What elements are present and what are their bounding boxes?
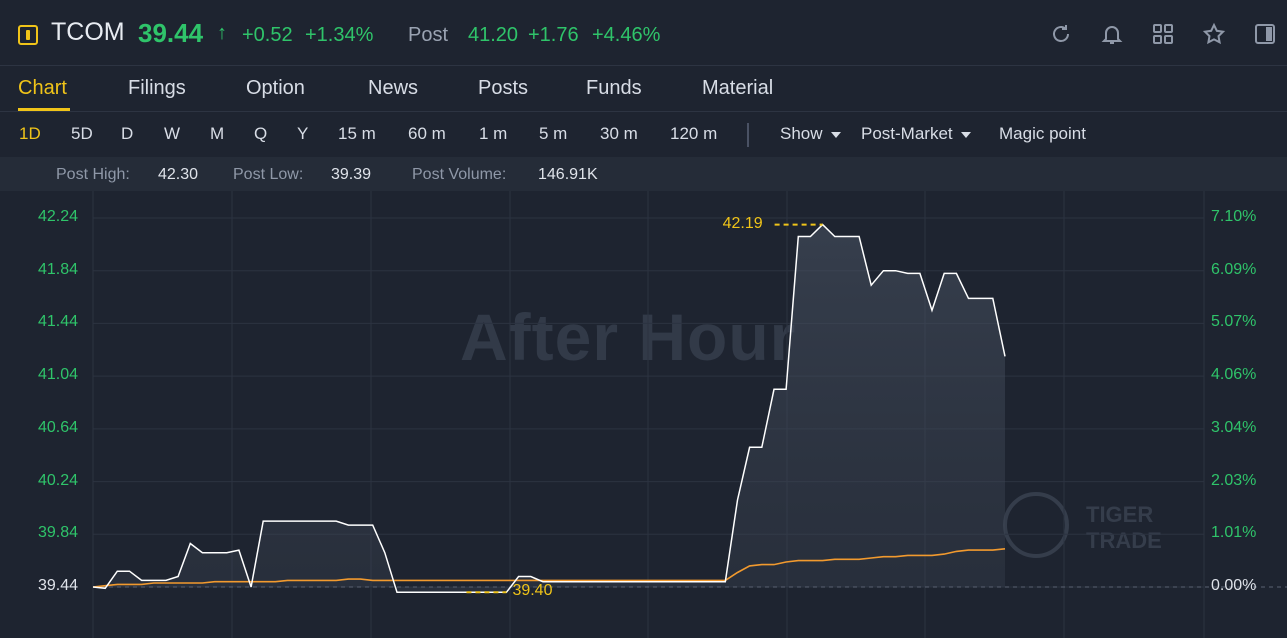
post-low-label: Post Low:: [233, 166, 304, 183]
y-axis-left-tick: 41.44: [38, 313, 79, 331]
period-5d[interactable]: 5D: [71, 124, 93, 143]
tab-material[interactable]: Material: [702, 77, 774, 99]
y-axis-left-tick: 40.64: [38, 418, 79, 436]
tab-news[interactable]: News: [368, 77, 419, 99]
period-y[interactable]: Y: [297, 124, 309, 143]
post-price: 41.20: [468, 24, 519, 46]
chevron-down-icon: [960, 131, 971, 138]
price-line: [92, 223, 1006, 594]
y-axis-right-tick: 3.04%: [1211, 418, 1257, 436]
y-axis-left-tick: 39.84: [38, 524, 79, 542]
price-change-pct: +1.34%: [305, 24, 374, 46]
post-label: Post: [408, 24, 449, 46]
period-30m[interactable]: 30 m: [600, 124, 638, 143]
period-5m[interactable]: 5 m: [539, 124, 568, 143]
post-volume-label: Post Volume:: [412, 166, 507, 183]
period-60m[interactable]: 60 m: [408, 124, 446, 143]
grid-icon[interactable]: [1151, 22, 1175, 46]
show-dropdown[interactable]: Show: [780, 124, 841, 144]
session-dropdown[interactable]: Post-Market: [861, 124, 971, 144]
panel-toggle-icon[interactable]: [1253, 22, 1277, 46]
brand-line-2: TRADE: [1086, 528, 1162, 553]
y-axis-right-tick: 7.10%: [1211, 208, 1257, 225]
intraday-chart[interactable]: After Hour TIGER TRADE 42.19 39.40 42.24…: [0, 191, 1287, 638]
ticker-symbol: TCOM: [51, 18, 125, 46]
period-15m[interactable]: 15 m: [338, 124, 376, 143]
y-axis-right-tick: 2.03%: [1211, 471, 1257, 489]
brand-line-1: TIGER: [1086, 502, 1154, 527]
post-change: +1.76: [528, 24, 579, 46]
post-market-stats: Post High: 42.30 Post Low: 39.39 Post Vo…: [0, 157, 1287, 191]
period-w[interactable]: W: [164, 124, 181, 143]
post-high-label: Post High:: [56, 166, 130, 183]
period-1d[interactable]: 1D: [19, 124, 41, 143]
chart-canvas: [92, 191, 1287, 638]
y-axis-right-tick: 5.07%: [1211, 313, 1257, 331]
toolbar-divider: [747, 123, 749, 147]
brand-watermark: TIGER TRADE: [1086, 502, 1162, 554]
average-price-line: [92, 548, 1006, 588]
tab-option[interactable]: Option: [246, 77, 305, 99]
show-label: Show: [780, 124, 823, 143]
tab-posts[interactable]: Posts: [478, 77, 529, 99]
y-axis-right-tick: 4.06%: [1211, 366, 1257, 384]
chevron-down-icon: [830, 131, 841, 138]
period-m[interactable]: M: [210, 124, 225, 143]
tab-funds[interactable]: Funds: [586, 77, 642, 99]
quote-header: TCOM 39.44 ↑ +0.52 +1.34% Post 41.20 +1.…: [0, 0, 1287, 66]
up-arrow-icon: ↑: [217, 22, 227, 44]
y-axis-right-tick: 0.00%: [1211, 577, 1257, 594]
star-icon[interactable]: [1202, 22, 1226, 46]
bell-icon[interactable]: [1100, 22, 1124, 46]
period-toolbar: 1D 5D D W M Q Y 15 m 60 m 1 m 5 m 30 m 1…: [0, 112, 1287, 156]
session-label: Post-Market: [861, 124, 953, 143]
active-tab-indicator: [18, 108, 70, 111]
price-change: +0.52: [242, 24, 293, 46]
price-area: [93, 224, 1005, 593]
y-axis-left-tick: 41.04: [38, 366, 79, 384]
tab-chart[interactable]: Chart: [18, 77, 67, 99]
y-axis-left-tick: 42.24: [38, 208, 79, 225]
tab-filings[interactable]: Filings: [128, 77, 186, 99]
period-1m[interactable]: 1 m: [479, 124, 508, 143]
main-tabs: Chart Filings Option News Posts Funds Ma…: [0, 66, 1287, 112]
period-q[interactable]: Q: [254, 124, 268, 143]
y-axis-left-tick: 39.44: [38, 577, 79, 594]
y-axis-left-tick: 41.84: [38, 260, 79, 278]
y-axis-right-tick: 1.01%: [1211, 524, 1257, 542]
y-axis-right-tick: 6.09%: [1211, 260, 1257, 278]
magic-point-button[interactable]: Magic point: [999, 124, 1086, 143]
last-price: 39.44: [138, 18, 204, 48]
post-volume-value: 146.91K: [538, 166, 598, 183]
period-d[interactable]: D: [121, 124, 134, 143]
period-120m[interactable]: 120 m: [670, 124, 718, 143]
y-axis-left-tick: 40.24: [38, 471, 79, 489]
market-badge-icon[interactable]: [18, 25, 38, 45]
post-low-value: 39.39: [331, 166, 372, 183]
refresh-icon[interactable]: [1049, 22, 1073, 46]
session-watermark: After Hour: [460, 300, 797, 374]
post-high-value: 42.30: [158, 166, 199, 183]
min-annotation: 39.40: [512, 582, 553, 600]
max-annotation: 42.19: [722, 214, 763, 232]
post-change-pct: +4.46%: [592, 24, 661, 46]
